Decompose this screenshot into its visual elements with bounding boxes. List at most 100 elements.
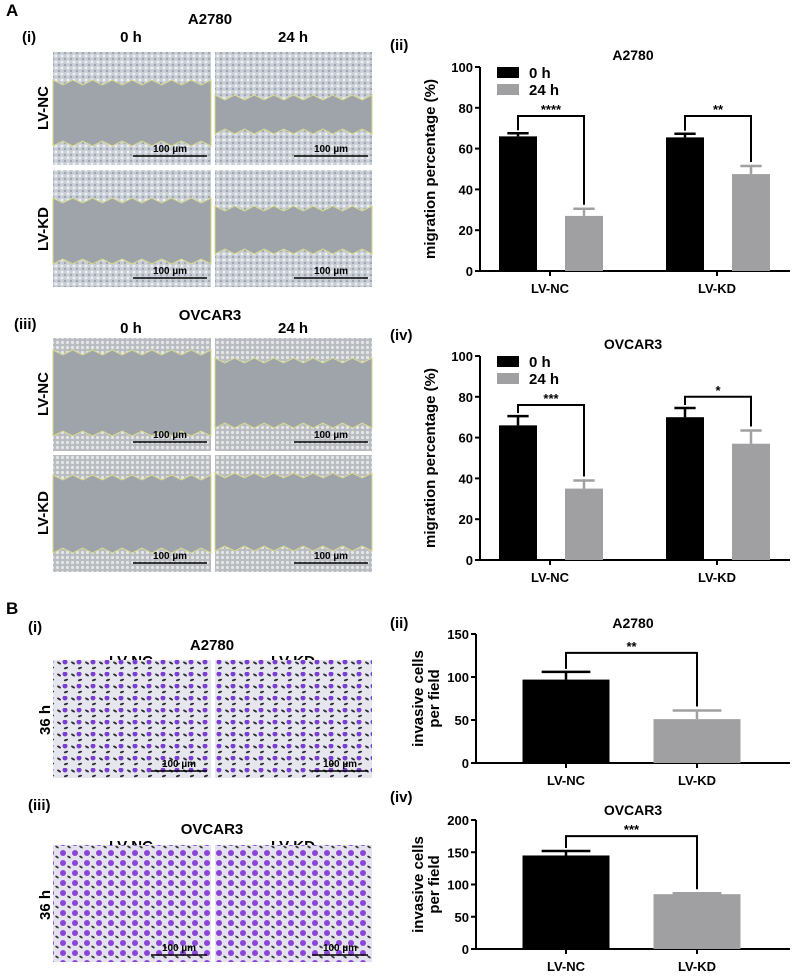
legend-label: 24 h bbox=[529, 371, 559, 388]
micrograph-a2780-lvnc-0h: 100 µm bbox=[52, 52, 212, 165]
chart-title: OVCAR3 bbox=[604, 802, 663, 818]
significance-bracket bbox=[517, 114, 585, 205]
bar bbox=[522, 679, 610, 763]
y-tick-label: 100 bbox=[451, 349, 473, 364]
y-tick-label: 200 bbox=[447, 813, 469, 828]
bar bbox=[653, 894, 741, 949]
significance-stars: *** bbox=[543, 391, 559, 406]
significance-bracket bbox=[565, 835, 698, 890]
x-tick-label: LV-NC bbox=[531, 281, 570, 296]
x-tick-label: LV-KD bbox=[678, 773, 716, 788]
scale-bar-label: 100 µm bbox=[153, 430, 187, 441]
scale-bar-label: 100 µm bbox=[314, 144, 348, 155]
scale-bar-label: 100 µm bbox=[153, 266, 187, 277]
significance-bracket bbox=[565, 651, 698, 707]
y-tick-label: 20 bbox=[459, 223, 473, 238]
y-tick-label: 100 bbox=[447, 878, 469, 893]
wound-gap bbox=[52, 197, 212, 265]
error-bar bbox=[672, 709, 722, 720]
y-tick-label: 20 bbox=[459, 512, 473, 527]
y-tick-label: 40 bbox=[459, 182, 473, 197]
chart-biv: OVCAR3 invasive cells per field 0 50 100 150 20… bbox=[410, 802, 790, 974]
significance-bracket bbox=[684, 114, 752, 162]
a-iii-label: (iii) bbox=[14, 316, 37, 333]
a-i-col-1: 24 h bbox=[278, 29, 308, 46]
legend-label: 24 h bbox=[529, 82, 559, 99]
stained-cells bbox=[215, 660, 372, 778]
x-tick-label: LV-NC bbox=[531, 570, 570, 585]
error-bar bbox=[674, 132, 696, 138]
x-tick-label: LV-KD bbox=[698, 281, 736, 296]
bar bbox=[565, 488, 603, 560]
panel-letter-a: A bbox=[6, 1, 18, 20]
wound-gap bbox=[214, 472, 373, 552]
a-i-row-0: LV-NC bbox=[35, 86, 52, 130]
y-tick-label: 60 bbox=[459, 431, 473, 446]
bar bbox=[732, 443, 770, 560]
micrograph-ovcar3-lvkd-24h: 100 µm bbox=[214, 455, 373, 572]
y-tick-label: 60 bbox=[459, 142, 473, 157]
significance-stars: **** bbox=[541, 102, 562, 117]
significance-stars: ** bbox=[626, 639, 637, 654]
scale-bar-label: 100 µm bbox=[153, 551, 187, 562]
stained-cells bbox=[215, 845, 372, 962]
legend-swatch bbox=[497, 67, 519, 78]
legend-swatch bbox=[497, 356, 519, 367]
bar bbox=[732, 174, 770, 271]
wound-gap bbox=[214, 357, 373, 429]
y-tick-label: 100 bbox=[451, 60, 473, 75]
b-iii-label: (iii) bbox=[28, 797, 51, 814]
x-tick-label: LV-NC bbox=[547, 773, 586, 788]
y-axis-label: migration percentage (%) bbox=[422, 79, 439, 259]
stained-cells bbox=[53, 845, 211, 962]
bar bbox=[653, 719, 741, 763]
y-tick-label: 0 bbox=[462, 942, 469, 957]
significance-stars: *** bbox=[624, 822, 640, 837]
bar bbox=[499, 425, 537, 560]
micrograph-a2780-lvkd-0h: 100 µm bbox=[52, 170, 212, 287]
wound-gap bbox=[214, 94, 373, 135]
y-tick-label: 150 bbox=[447, 845, 469, 860]
significance-bracket bbox=[517, 403, 585, 477]
bar bbox=[565, 215, 603, 271]
error-bar bbox=[541, 670, 591, 680]
micrograph-ovcar3-lvkd-0h: 100 µm bbox=[52, 455, 212, 572]
legend-swatch bbox=[497, 373, 519, 384]
a-iv-label: (iv) bbox=[390, 327, 413, 344]
significance-stars: * bbox=[715, 383, 721, 398]
y-tick-label: 40 bbox=[459, 471, 473, 486]
wound-gap bbox=[52, 474, 212, 554]
y-tick-label: 0 bbox=[462, 756, 469, 771]
chart-title: A2780 bbox=[612, 615, 653, 631]
b-i-row-0: 36 h bbox=[37, 705, 54, 735]
a-iii-title: OVCAR3 bbox=[179, 307, 242, 324]
legend-label: 0 h bbox=[529, 354, 551, 371]
error-bar bbox=[573, 207, 595, 216]
a-iii-row-0: LV-NC bbox=[35, 372, 52, 416]
x-tick-label: LV-NC bbox=[547, 959, 586, 974]
error-bar bbox=[507, 132, 529, 137]
scale-bar-label: 100 µm bbox=[162, 943, 196, 954]
a-i-title: A2780 bbox=[188, 11, 232, 28]
b-iv-label: (iv) bbox=[390, 789, 413, 806]
bar bbox=[522, 855, 610, 949]
micrograph-ovcar3-lvkd-36h: 100 µm bbox=[215, 845, 372, 962]
scale-bar-label: 100 µm bbox=[314, 551, 348, 562]
y-tick-label: 100 bbox=[447, 670, 469, 685]
chart-title: OVCAR3 bbox=[604, 336, 663, 352]
micrograph-ovcar3-lvnc-0h: 100 µm bbox=[52, 338, 212, 451]
chart-bii: A2780 invasive cells per field 0 50 100 150 LV-… bbox=[410, 615, 790, 788]
y-tick-label: 0 bbox=[466, 264, 473, 279]
significance-stars: ** bbox=[713, 102, 724, 117]
stained-cells bbox=[53, 660, 211, 778]
bar bbox=[499, 136, 537, 271]
y-tick-label: 50 bbox=[455, 713, 469, 728]
b-iii-title: OVCAR3 bbox=[181, 821, 244, 838]
y-axis-label: migration percentage (%) bbox=[422, 368, 439, 548]
scale-bar-label: 100 µm bbox=[162, 759, 196, 770]
error-bar bbox=[573, 479, 595, 489]
a-i-label: (i) bbox=[22, 29, 36, 46]
micrograph-a2780-lvnc-36h: 100 µm bbox=[53, 660, 211, 778]
scale-bar-label: 100 µm bbox=[323, 759, 357, 770]
error-bar bbox=[507, 414, 529, 426]
